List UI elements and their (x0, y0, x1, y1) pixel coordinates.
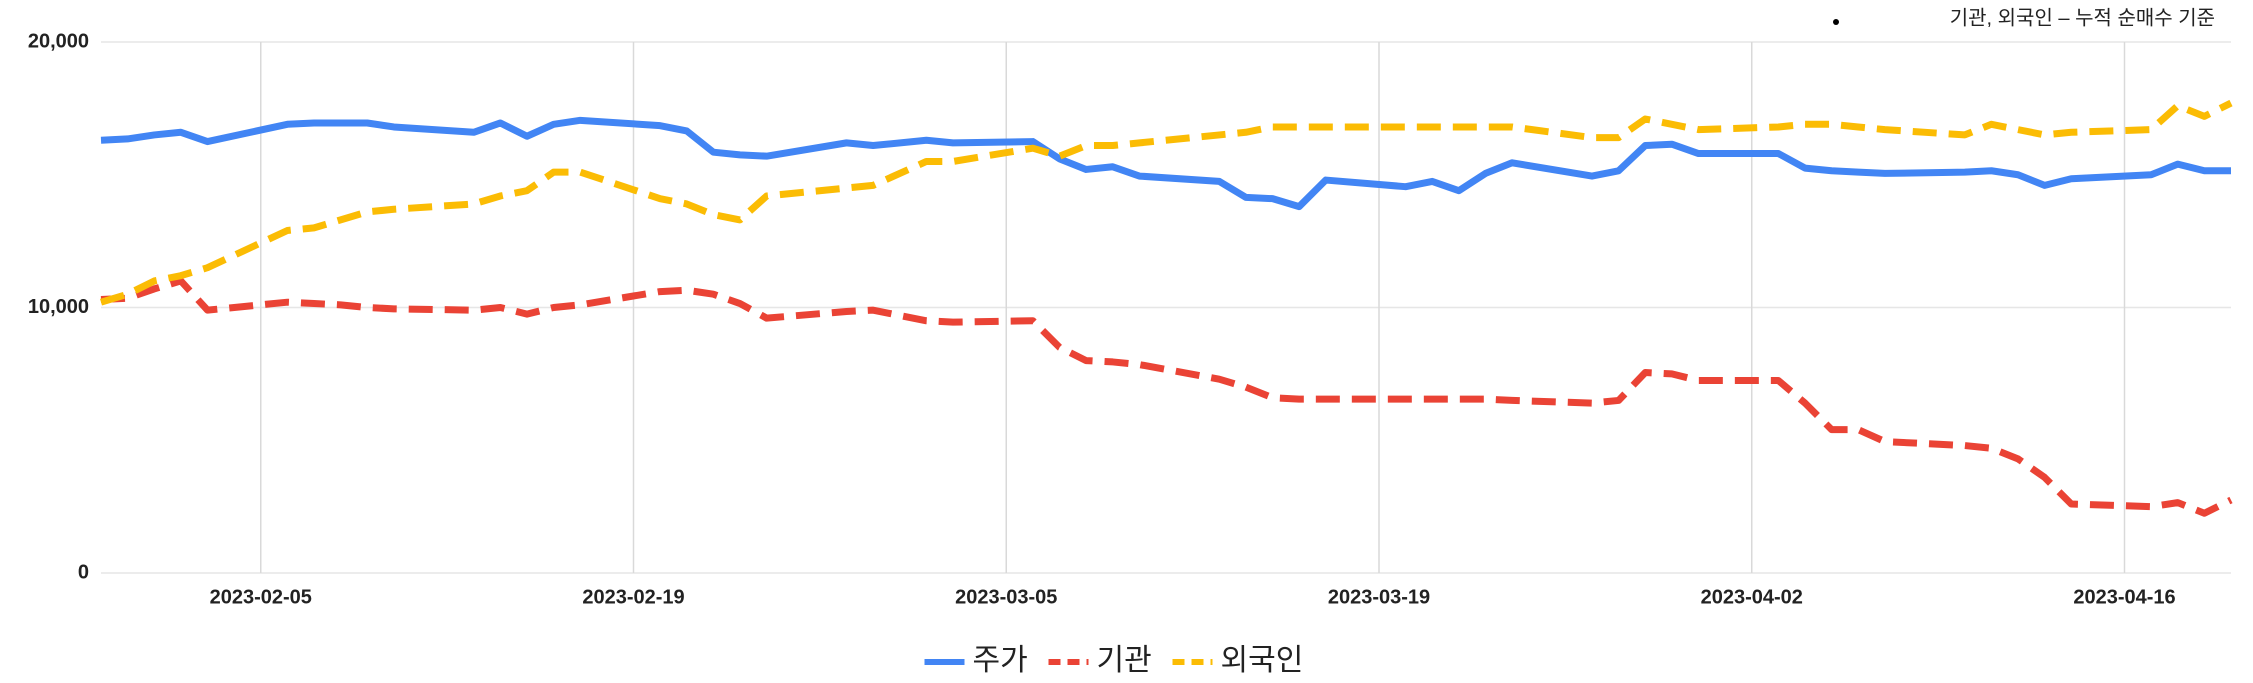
series-line (99, 99, 2233, 306)
note: 기관, 외국인 – 누적 순매수 기준 (1950, 6, 2215, 29)
y-tick-label: 0 (78, 561, 89, 583)
x-tick-label: 2023-03-05 (955, 586, 1057, 608)
y-tick-label: 10,000 (28, 296, 89, 318)
legend-label: 외국인 (1221, 644, 1304, 677)
legend-label: 주가 (973, 644, 1028, 677)
x-tick-label: 2023-03-19 (1328, 586, 1430, 608)
series-line (100, 277, 2233, 517)
x-tick-label: 2023-04-16 (2073, 586, 2175, 608)
x-tick-label: 2023-02-19 (582, 586, 684, 608)
y-tick-label: 20,000 (28, 30, 89, 52)
x-tick-label: 2023-02-05 (210, 586, 312, 608)
legend-label: 기관 (1097, 644, 1152, 677)
series-line (100, 116, 2231, 211)
x-tick-label: 2023-04-02 (1701, 586, 1803, 608)
note-bullet (1833, 19, 1839, 25)
